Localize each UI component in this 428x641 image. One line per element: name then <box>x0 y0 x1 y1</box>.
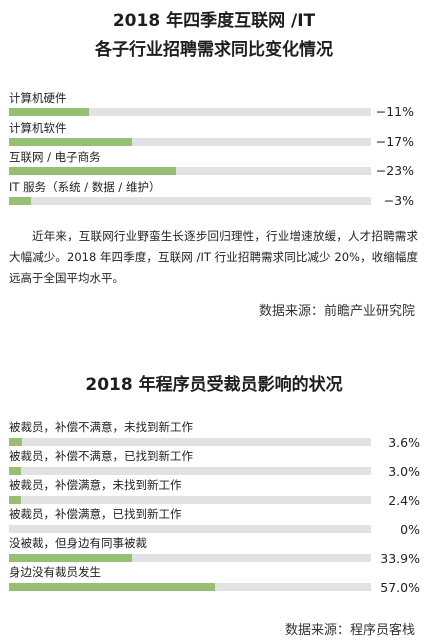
bar-track <box>9 196 371 205</box>
bar-label: IT 服务（系统 / 数据 / 维护） <box>9 179 161 194</box>
bar <box>9 496 21 504</box>
value-label: 57.0% <box>380 580 420 595</box>
value-label: −11% <box>375 104 414 119</box>
bar-label: 被裁员，补偿满意，已找到新工作 <box>9 507 182 521</box>
chart1-title-line2: 各子行业招聘需求同比变化情况 <box>95 40 333 60</box>
bar-track <box>9 583 371 591</box>
value-label: 33.9% <box>380 551 420 566</box>
bar-track <box>9 108 371 116</box>
bar-track <box>9 137 371 146</box>
bar-label: 被裁员，补偿不满意，已找到新工作 <box>9 449 193 463</box>
chart2-source: 数据来源：程序员客栈 <box>284 623 415 638</box>
bar-track <box>9 496 371 504</box>
bar-label: 互联网 / 电子商务 <box>9 150 101 164</box>
chart2-title: 2018 年程序员受裁员影响的状况 <box>85 375 343 395</box>
bar <box>9 583 216 591</box>
chart1-description: 近年来，互联网行业野蛮生长逐步回归理性，行业增速放缓，人才招聘需求大幅减少。20… <box>9 229 418 285</box>
bar <box>9 167 176 175</box>
bar-track <box>9 554 371 562</box>
bar-track <box>9 525 371 533</box>
bar <box>9 554 132 562</box>
bar-label: 被裁员，补偿满意，未找到新工作 <box>9 478 182 492</box>
value-label: −17% <box>375 133 414 149</box>
bar <box>9 196 31 205</box>
chart1-source: 数据来源：前瞻产业研究院 <box>258 304 415 319</box>
bar <box>9 438 23 446</box>
bar-label: 计算机硬件 <box>9 91 67 105</box>
bar <box>9 108 89 116</box>
bar-label: 被裁员，补偿不满意，未找到新工作 <box>9 420 193 434</box>
bar-label: 计算机软件 <box>9 120 67 135</box>
bar-label: 身边没有裁员发生 <box>9 565 101 579</box>
bar-track <box>9 167 371 175</box>
bar-track <box>9 467 371 475</box>
bar-label: 没被裁，但身边有同事被裁 <box>9 536 147 550</box>
value-label: −3% <box>383 192 414 208</box>
value-label: 2.4% <box>388 493 420 508</box>
value-label: 0% <box>400 522 420 537</box>
bar <box>9 137 133 146</box>
bar <box>9 467 21 475</box>
value-label: 3.0% <box>388 464 420 479</box>
value-label: −23% <box>375 163 414 178</box>
bar-track <box>9 438 371 446</box>
chart1-title-line1: 2018 年四季度互联网 /IT <box>112 11 316 31</box>
value-label: 3.6% <box>388 435 420 450</box>
